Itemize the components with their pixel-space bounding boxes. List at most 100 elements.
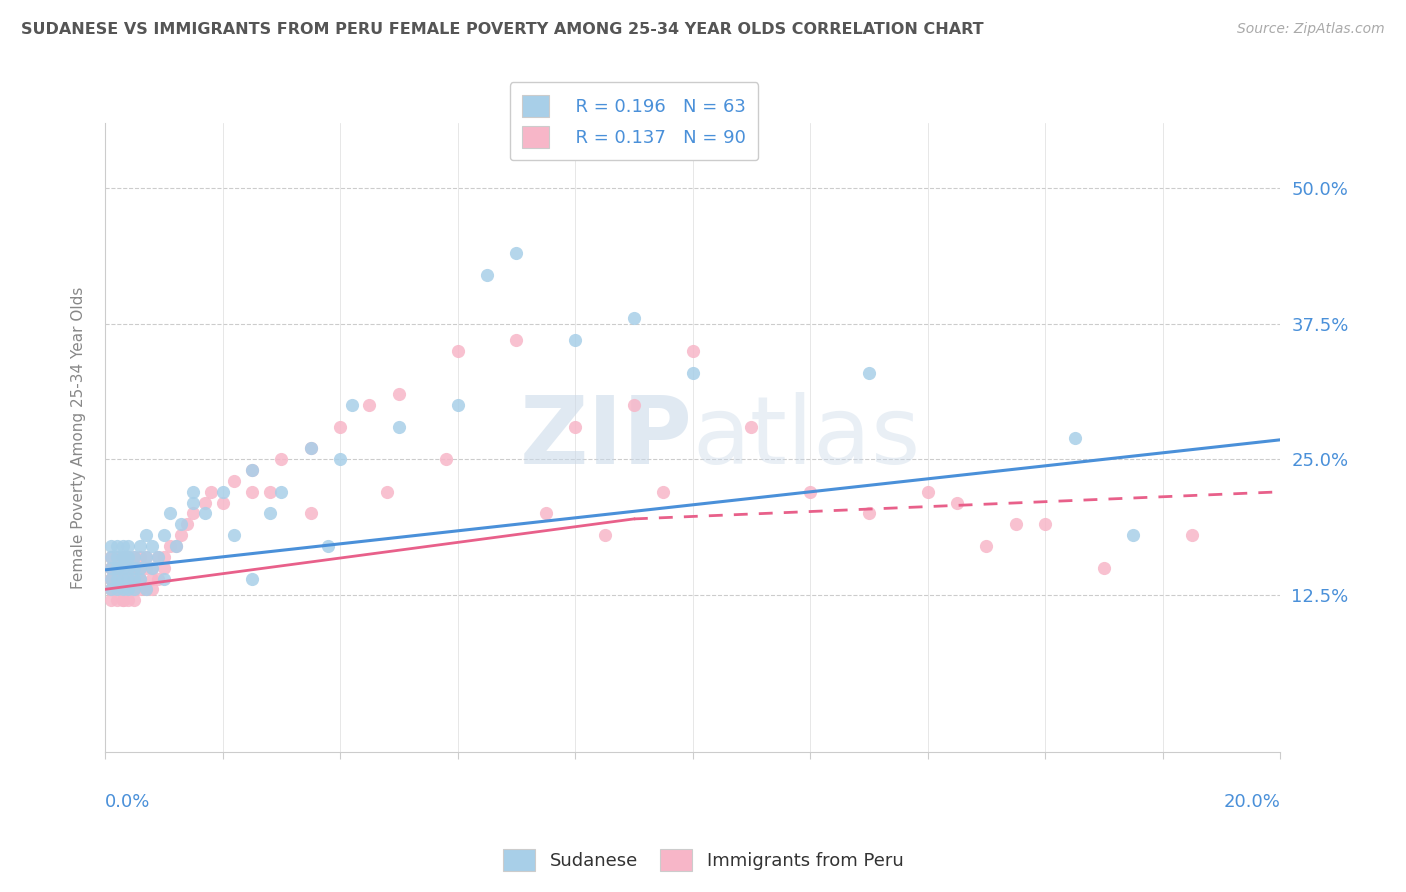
Point — [117, 582, 139, 597]
Point — [200, 484, 222, 499]
Point — [434, 452, 457, 467]
Point — [299, 442, 322, 456]
Point — [100, 539, 122, 553]
Point — [105, 560, 128, 574]
Point — [129, 572, 152, 586]
Point — [1005, 517, 1028, 532]
Point — [129, 572, 152, 586]
Point — [858, 507, 880, 521]
Point — [170, 517, 193, 532]
Point — [111, 572, 134, 586]
Point — [124, 582, 146, 597]
Y-axis label: Female Poverty Among 25-34 Year Olds: Female Poverty Among 25-34 Year Olds — [72, 286, 86, 589]
Point — [105, 539, 128, 553]
Point — [224, 528, 246, 542]
Point — [593, 528, 616, 542]
Point — [135, 549, 157, 564]
Point — [682, 366, 704, 380]
Point — [141, 572, 163, 586]
Point — [329, 452, 352, 467]
Point — [111, 582, 134, 597]
Point — [111, 549, 134, 564]
Point — [240, 463, 263, 477]
Point — [105, 572, 128, 586]
Point — [100, 582, 122, 597]
Point — [129, 549, 152, 564]
Point — [475, 268, 498, 282]
Point — [1063, 431, 1085, 445]
Point — [117, 572, 139, 586]
Point — [152, 560, 174, 574]
Point — [211, 496, 233, 510]
Point — [240, 484, 263, 499]
Point — [740, 419, 762, 434]
Point — [124, 560, 146, 574]
Legend:   R = 0.196   N = 63,   R = 0.137   N = 90: R = 0.196 N = 63, R = 0.137 N = 90 — [509, 82, 758, 161]
Point — [270, 452, 292, 467]
Point — [111, 572, 134, 586]
Point — [100, 572, 122, 586]
Point — [100, 582, 122, 597]
Point — [135, 528, 157, 542]
Point — [117, 572, 139, 586]
Point — [129, 582, 152, 597]
Point — [564, 419, 586, 434]
Point — [111, 593, 134, 607]
Point — [129, 560, 152, 574]
Point — [181, 496, 204, 510]
Point — [105, 560, 128, 574]
Point — [100, 560, 122, 574]
Point — [100, 549, 122, 564]
Point — [105, 582, 128, 597]
Text: SUDANESE VS IMMIGRANTS FROM PERU FEMALE POVERTY AMONG 25-34 YEAR OLDS CORRELATIO: SUDANESE VS IMMIGRANTS FROM PERU FEMALE … — [21, 22, 984, 37]
Point — [124, 560, 146, 574]
Point — [105, 572, 128, 586]
Point — [1092, 560, 1115, 574]
Point — [446, 398, 468, 412]
Point — [176, 517, 198, 532]
Point — [623, 398, 645, 412]
Point — [211, 484, 233, 499]
Point — [240, 463, 263, 477]
Point — [1181, 528, 1204, 542]
Point — [329, 419, 352, 434]
Point — [259, 507, 281, 521]
Point — [152, 528, 174, 542]
Point — [105, 560, 128, 574]
Point — [105, 560, 128, 574]
Point — [181, 484, 204, 499]
Point — [124, 560, 146, 574]
Point — [135, 560, 157, 574]
Point — [111, 560, 134, 574]
Point — [129, 560, 152, 574]
Point — [100, 572, 122, 586]
Point — [194, 507, 217, 521]
Point — [359, 398, 381, 412]
Point — [652, 484, 675, 499]
Point — [240, 572, 263, 586]
Point — [124, 593, 146, 607]
Point — [170, 528, 193, 542]
Point — [117, 539, 139, 553]
Point — [505, 333, 527, 347]
Point — [124, 549, 146, 564]
Point — [117, 582, 139, 597]
Point — [682, 343, 704, 358]
Point — [141, 539, 163, 553]
Point — [194, 496, 217, 510]
Point — [117, 560, 139, 574]
Point — [446, 343, 468, 358]
Point — [159, 539, 181, 553]
Point — [117, 582, 139, 597]
Point — [141, 560, 163, 574]
Point — [117, 549, 139, 564]
Point — [259, 484, 281, 499]
Point — [124, 582, 146, 597]
Text: Source: ZipAtlas.com: Source: ZipAtlas.com — [1237, 22, 1385, 37]
Point — [105, 572, 128, 586]
Point — [124, 572, 146, 586]
Point — [534, 507, 557, 521]
Point — [152, 549, 174, 564]
Point — [946, 496, 969, 510]
Text: atlas: atlas — [693, 392, 921, 483]
